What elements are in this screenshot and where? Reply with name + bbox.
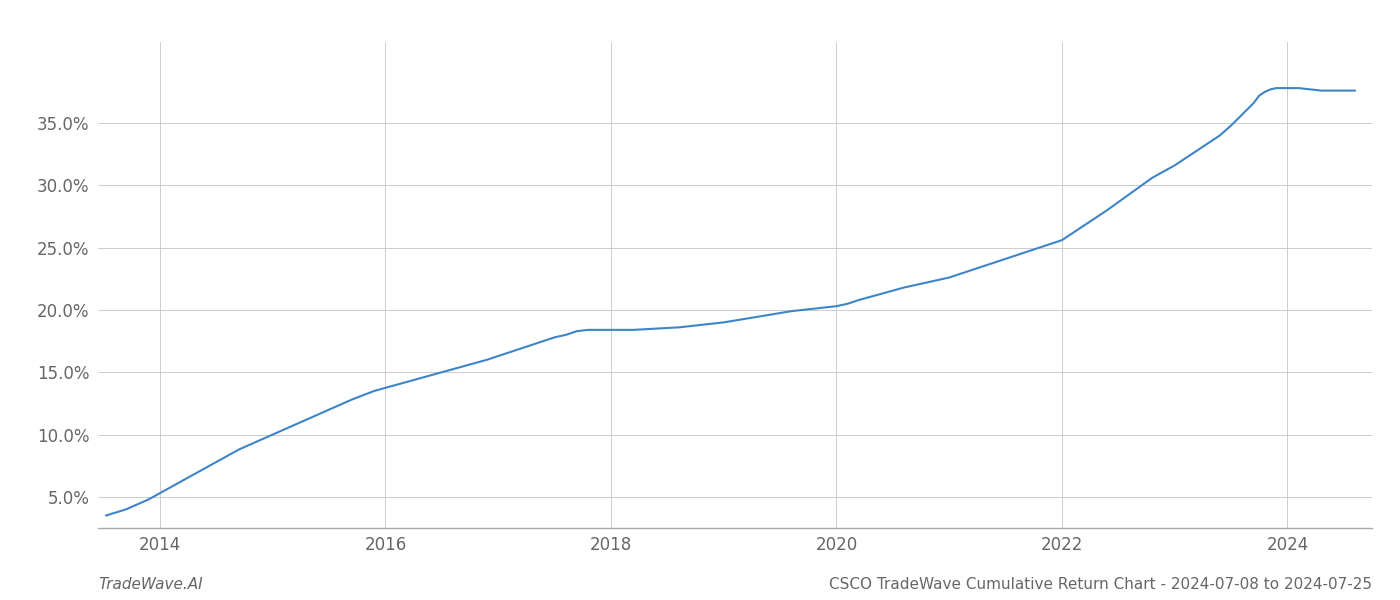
Text: TradeWave.AI: TradeWave.AI	[98, 577, 203, 592]
Text: CSCO TradeWave Cumulative Return Chart - 2024-07-08 to 2024-07-25: CSCO TradeWave Cumulative Return Chart -…	[829, 577, 1372, 592]
